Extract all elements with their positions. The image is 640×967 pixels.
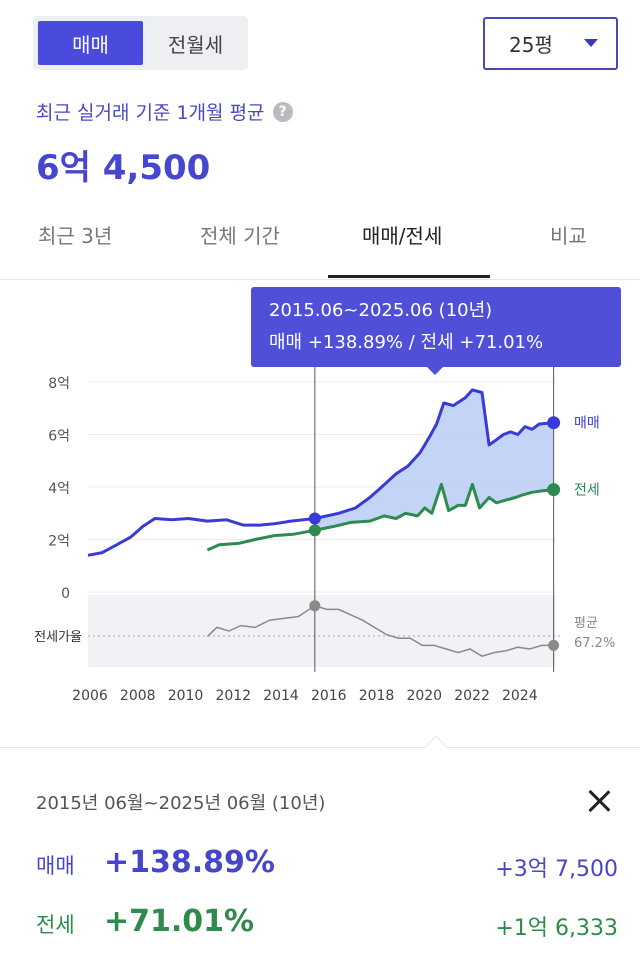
y-tick-label: 8억 xyxy=(48,376,70,392)
price-chart-svg: 8억 6억 4억 2억 0 전세가율 2006 2008 2010 2012 2014 2016 201… xyxy=(34,352,615,704)
x-tick-label: 2022 xyxy=(454,688,490,704)
jeonse-start-point xyxy=(308,524,321,537)
period-tabs: 최근 3년 전체 기간 매매/전세 비교 xyxy=(0,200,640,280)
summary-period: 2015년 06월~2025년 06월 (10년) xyxy=(36,793,326,814)
tab-sale-jeonse[interactable]: 매매/전세 xyxy=(362,224,443,248)
jeonse-end-point xyxy=(547,483,561,497)
summary-jeonse-label: 전세 xyxy=(36,913,75,937)
y-tick-label: 4억 xyxy=(48,481,70,497)
size-select-value: 25평 xyxy=(509,33,553,57)
sale-start-point xyxy=(308,512,321,525)
sale-end-point xyxy=(547,416,561,430)
caret-down-icon xyxy=(584,39,598,47)
x-tick-label: 2012 xyxy=(215,688,251,704)
price-chart[interactable]: 8억 6억 4억 2억 0 전세가율 2006 2008 2010 2012 2014 2016 201… xyxy=(0,282,640,722)
help-icon[interactable]: ? xyxy=(272,101,293,122)
average-price: 6억 4,500 xyxy=(36,148,211,188)
summary-sale-percent: +138.89% xyxy=(104,845,275,880)
x-tick-label: 2020 xyxy=(406,688,442,704)
y-tick-label: 6억 xyxy=(48,429,70,445)
jeonse-series-line xyxy=(206,482,554,552)
summary-jeonse-percent: +71.01% xyxy=(104,904,255,939)
ratio-series-line xyxy=(206,604,554,658)
price-basis-text: 최근 실거래 기준 1개월 평균 xyxy=(36,102,265,124)
x-tick-label: 2006 xyxy=(72,688,108,704)
divider-notch xyxy=(424,735,448,759)
ratio-axis-label: 전세가율 xyxy=(34,630,82,645)
tab-compare[interactable]: 비교 xyxy=(550,224,587,248)
tooltip-arrow xyxy=(426,366,444,375)
sale-end-label: 매매 xyxy=(574,416,600,432)
x-tick-label: 2008 xyxy=(120,688,156,704)
summary-jeonse-amount: +1억 6,333 xyxy=(495,916,618,941)
sale-series-line xyxy=(87,388,554,557)
ratio-start-point xyxy=(309,600,321,612)
ratio-end-label: 평균 xyxy=(574,616,598,631)
ratio-end-value: 67.2% xyxy=(574,636,615,651)
segment-sale-button[interactable]: 매매 xyxy=(38,21,143,65)
summary-sale-amount: +3억 7,500 xyxy=(495,857,618,882)
tooltip-period: 2015.06~2025.06 (10년) xyxy=(269,300,493,321)
x-tick-label: 2014 xyxy=(263,688,299,704)
tooltip-change: 매매 +138.89% / 전세 +71.01% xyxy=(269,332,544,353)
close-icon[interactable] xyxy=(586,788,612,814)
summary-sale-label: 매매 xyxy=(36,854,75,878)
x-tick-label: 2010 xyxy=(168,688,204,704)
segment-rent-button[interactable]: 전월세 xyxy=(167,32,224,57)
trade-type-segment: 매매 전월세 xyxy=(33,16,248,70)
size-select[interactable]: 25평 xyxy=(483,17,618,70)
ratio-band xyxy=(88,595,556,667)
tab-recent-3y[interactable]: 최근 3년 xyxy=(38,224,113,248)
x-tick-label: 2024 xyxy=(502,688,538,704)
x-tick-label: 2016 xyxy=(311,688,347,704)
y-tick-label: 2억 xyxy=(48,534,70,550)
y-tick-label: 0 xyxy=(61,586,70,602)
chart-tooltip: 2015.06~2025.06 (10년) 매매 +138.89% / 전세 +… xyxy=(251,287,621,367)
tab-all-period[interactable]: 전체 기간 xyxy=(200,224,280,248)
section-divider xyxy=(0,747,640,748)
x-tick-label: 2018 xyxy=(359,688,395,704)
ratio-end-point xyxy=(548,639,560,651)
price-basis-label: 최근 실거래 기준 1개월 평균 ? xyxy=(36,98,293,125)
jeonse-end-label: 전세 xyxy=(574,483,600,499)
active-tab-indicator xyxy=(328,275,490,278)
